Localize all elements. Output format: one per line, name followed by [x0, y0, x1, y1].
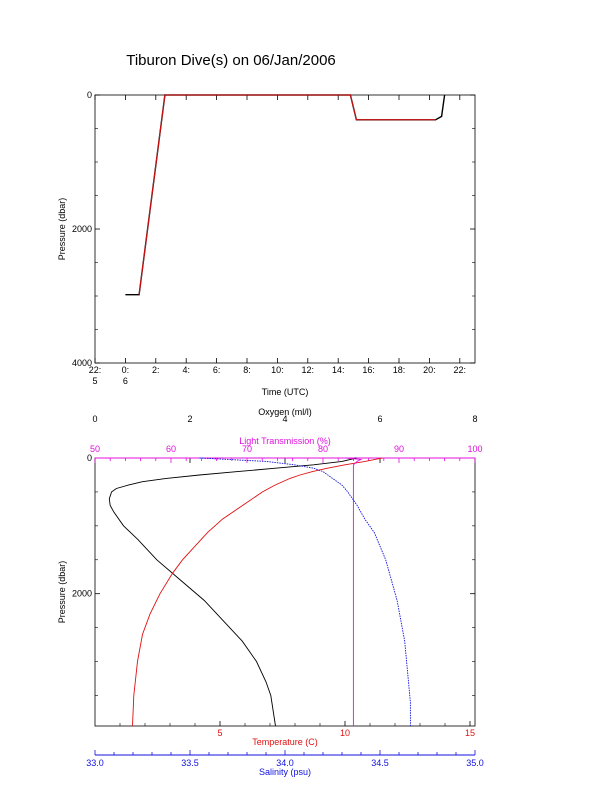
profiles-ylabel: Pressure (dbar) — [57, 561, 67, 624]
x-tick-label: 0: — [122, 365, 130, 375]
oxygen-tick-label: 8 — [472, 414, 477, 424]
x-tick-label-line2: 5 — [92, 376, 97, 386]
oxygen-profile-line — [108, 457, 357, 727]
light-transmission-tick-label: 60 — [166, 444, 176, 454]
temperature-axis: 5 10 15 — [119, 721, 475, 738]
x-tick-label: 16: — [362, 365, 375, 375]
x-tick-label: 22: — [89, 365, 102, 375]
profiles-y-ticks: 0 2000 — [72, 453, 475, 696]
time-series-frame — [94, 94, 476, 364]
temperature-tick-label: 15 — [465, 728, 475, 738]
profiles-panel: 0 2000 0 2 4 6 8 50 60 70 80 90 100 5 10 15 33.0 33.5… — [57, 407, 484, 777]
salinity-axis-label: Salinity (psu) — [259, 767, 311, 777]
oxygen-tick-label: 2 — [187, 414, 192, 424]
oxygen-tick-label: 6 — [377, 414, 382, 424]
time-series-lines — [125, 94, 446, 296]
salinity-axis: 33.0 33.5 34.0 34.5 35.0 — [86, 750, 484, 768]
x-tick-label: 8: — [243, 365, 251, 375]
red-pressure-line — [138, 94, 436, 295]
oxygen-tick-label: 0 — [92, 414, 97, 424]
salinity-tick-label: 33.0 — [86, 758, 104, 768]
light-transmission-tick-label: 50 — [90, 444, 100, 454]
y-tick-label: 4000 — [72, 358, 92, 368]
x-tick-label: 4: — [182, 365, 190, 375]
x-tick-label-line2: 6 — [123, 376, 128, 386]
salinity-tick-label: 34.5 — [371, 758, 389, 768]
light_transmission-profile-line — [345, 457, 363, 726]
temperature-axis-label: Temperature (C) — [252, 737, 318, 747]
y-tick-label: 0 — [87, 453, 92, 463]
x-tick-label: 12: — [302, 365, 315, 375]
salinity-profile-line — [199, 457, 411, 726]
y-tick-label: 0 — [87, 90, 92, 100]
black-pressure-line — [125, 94, 446, 296]
salinity-tick-label: 34.0 — [276, 758, 294, 768]
light-transmission-tick-label: 90 — [394, 444, 404, 454]
x-tick-label: 20: — [423, 365, 436, 375]
light-transmission-tick-label: 70 — [242, 444, 252, 454]
y-tick-label: 2000 — [72, 224, 92, 234]
temperature-tick-label: 5 — [217, 728, 222, 738]
x-tick-label: 18: — [393, 365, 406, 375]
light-transmission-axis: 50 60 70 80 90 100 — [90, 444, 483, 463]
oxygen-tick-label: 4 — [282, 414, 287, 424]
time-series-x-ticks: 22:50:62: 4: 6: 8: 10: 12: 14: 16: 18: 20: 22: — [89, 95, 466, 386]
x-tick-label: 10: — [271, 365, 284, 375]
x-tick-label: 6: — [213, 365, 221, 375]
profiles-frame — [94, 457, 476, 727]
salinity-tick-label: 33.5 — [181, 758, 199, 768]
temperature-profile-line — [132, 457, 383, 727]
temperature-tick-label: 10 — [340, 728, 350, 738]
x-tick-label: 14: — [332, 365, 345, 375]
time-series-ylabel: Pressure (dbar) — [57, 198, 67, 261]
salinity-tick-label: 35.0 — [466, 758, 484, 768]
time-series-xlabel: Time (UTC) — [262, 387, 309, 397]
x-tick-label: 22: — [454, 365, 467, 375]
figure-title: Tiburon Dive(s) on 06/Jan/2006 — [126, 52, 336, 69]
profiles-lines — [108, 457, 411, 727]
light-transmission-tick-label: 100 — [467, 444, 482, 454]
light-transmission-axis-label: Light Transmission (%) — [239, 436, 331, 446]
x-tick-label: 2: — [152, 365, 160, 375]
time-series-y-ticks: 0 2000 4000 — [72, 90, 475, 368]
light-transmission-tick-label: 80 — [318, 444, 328, 454]
y-tick-label: 2000 — [72, 589, 92, 599]
oxygen-axis-label: Oxygen (ml/l) — [258, 407, 312, 417]
